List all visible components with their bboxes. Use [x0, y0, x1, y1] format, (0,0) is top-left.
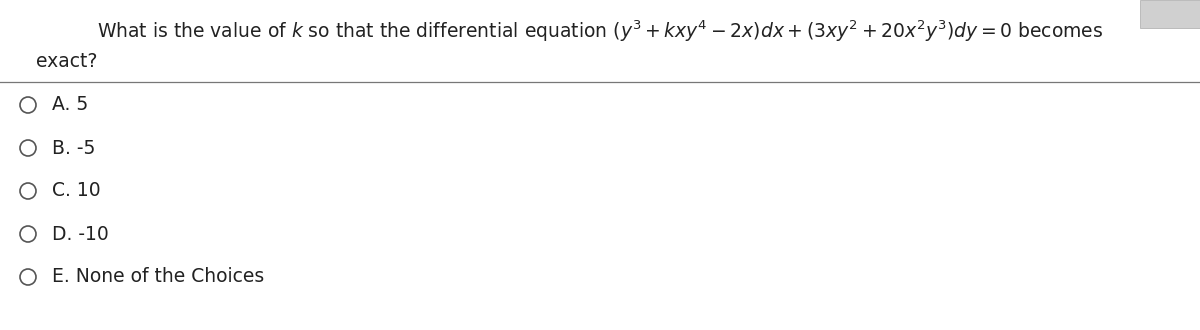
Text: exact?: exact? [36, 52, 97, 71]
Bar [1140, 0, 1200, 28]
Text: D. -10: D. -10 [52, 224, 109, 244]
Text: A. 5: A. 5 [52, 95, 89, 115]
Text: B. -5: B. -5 [52, 139, 95, 157]
Text: What is the value of $k$ so that the differential equation $(y^3 + kxy^4 - 2x)dx: What is the value of $k$ so that the dif… [97, 18, 1103, 44]
Text: E. None of the Choices: E. None of the Choices [52, 268, 264, 286]
Text: C. 10: C. 10 [52, 182, 101, 201]
